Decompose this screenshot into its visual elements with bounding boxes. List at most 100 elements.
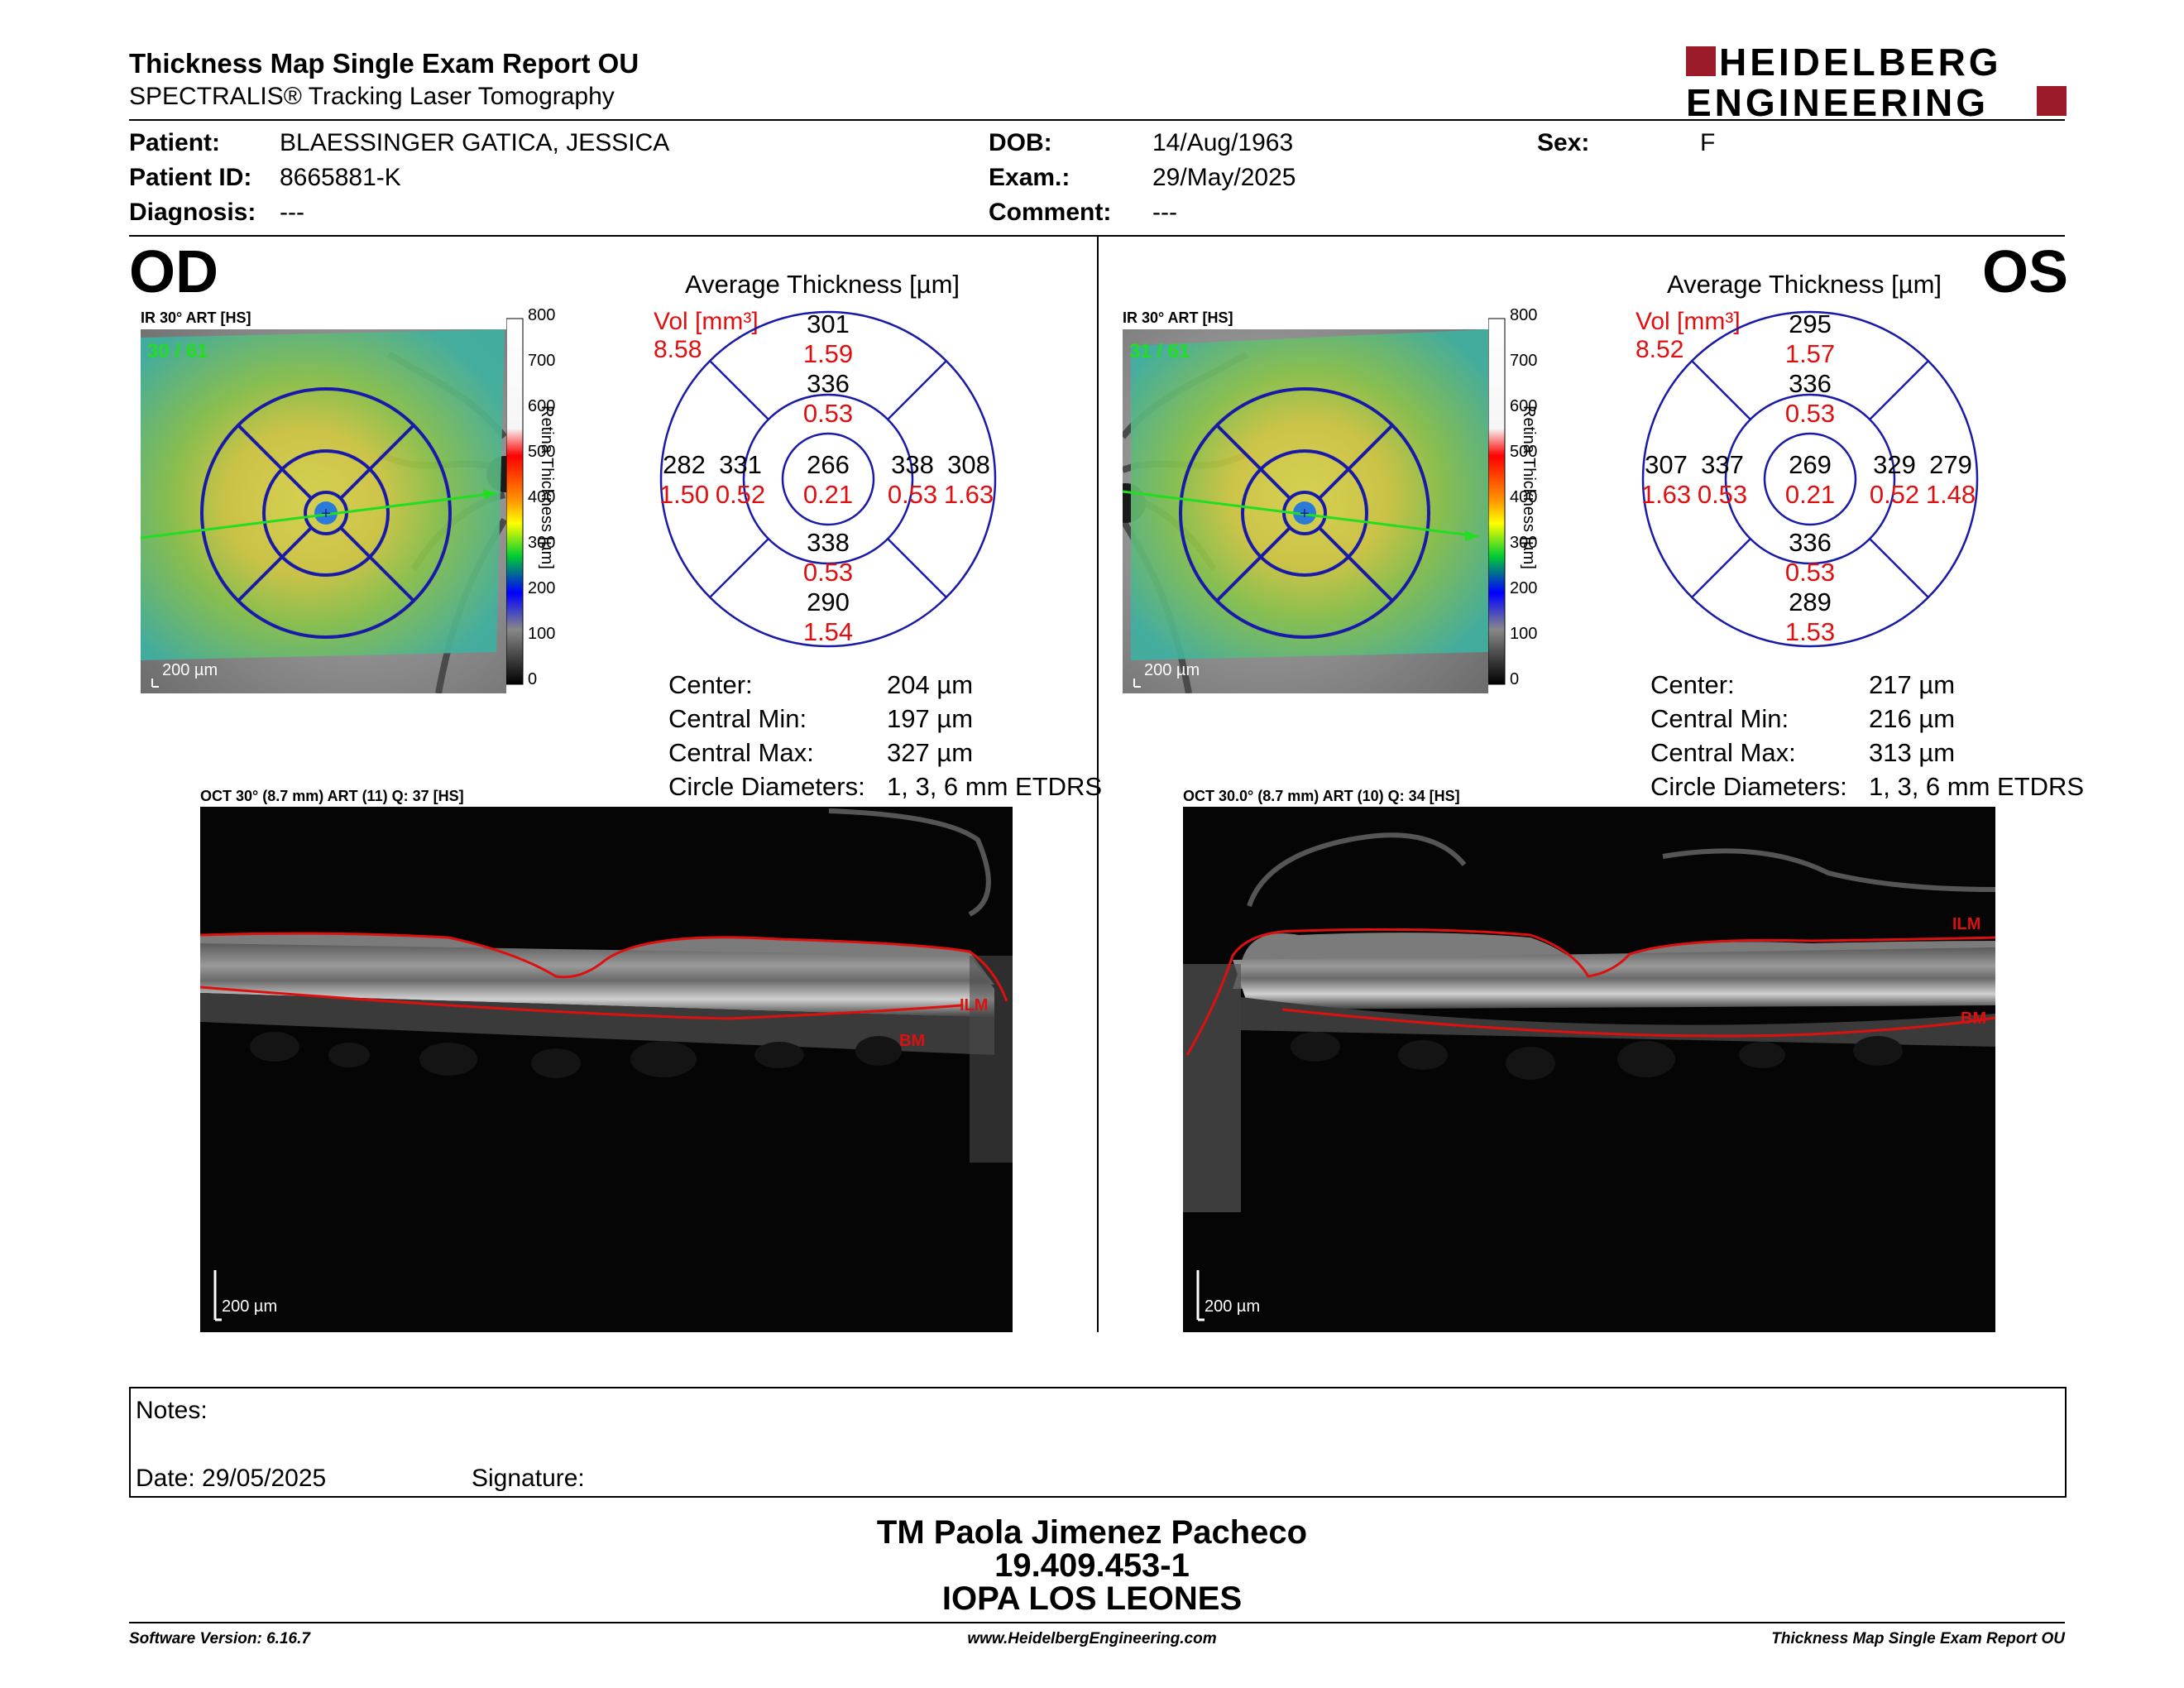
- report-title: Thickness Map Single Exam Report OU: [129, 48, 639, 79]
- od-center-value: 204 µm: [887, 670, 974, 699]
- logo-line1: HEIDELBERG: [1719, 45, 2002, 84]
- patient-id: 8665881-K: [280, 164, 401, 191]
- od-central-max-value: 327 µm: [887, 738, 974, 767]
- od-inner-inf-volume: 0.53: [802, 558, 854, 587]
- os-oct-scale: 200 µm: [1205, 1297, 1260, 1316]
- od-cbar-tick: 700: [528, 352, 556, 370]
- os-etdrs-grid: 295 1.57 336 0.53 269 0.21 307 1.63 337 …: [1640, 309, 1980, 649]
- od-center-volume: 0.21: [802, 480, 854, 509]
- dob-label: DOB:: [989, 129, 1052, 156]
- od-inner-right-thickness: 338: [891, 450, 934, 479]
- os-ir-label: IR 30° ART [HS]: [1123, 309, 1233, 326]
- eye-divider: [1097, 237, 1099, 1332]
- os-inner-left-thickness: 337: [1701, 450, 1744, 479]
- os-fundus-map: + 31 / 61 200 µm: [1123, 329, 1488, 693]
- od-circle-diam-label: Circle Diameters:: [668, 772, 865, 801]
- od-colorbar: [505, 314, 606, 695]
- comment-value: ---: [1152, 199, 1177, 226]
- od-cbar-tick: 800: [528, 306, 556, 324]
- os-outer-left-thickness: 307: [1645, 450, 1688, 479]
- os-cbar-tick: 800: [1510, 306, 1538, 324]
- od-inner-left-thickness: 331: [719, 450, 762, 479]
- sex-value: F: [1700, 129, 1716, 156]
- os-cbar-tick: 500: [1510, 443, 1538, 461]
- os-cbar-tick: 100: [1510, 625, 1538, 643]
- notes-label: Notes:: [136, 1397, 208, 1424]
- os-circle-diam-label: Circle Diameters:: [1650, 772, 1847, 801]
- signature-label: Signature:: [472, 1465, 585, 1492]
- os-eye-label: OS: [1982, 239, 2069, 305]
- od-ir-overlay: 30 / 61: [147, 340, 208, 362]
- svg-text:+: +: [321, 505, 331, 523]
- od-center-thickness: 266: [807, 450, 850, 479]
- os-cbar-tick: 200: [1510, 579, 1538, 597]
- notes-date: Date: 29/05/2025: [136, 1465, 327, 1492]
- os-center-volume: 0.21: [1784, 480, 1836, 509]
- os-central-max-value: 313 µm: [1869, 738, 1956, 767]
- od-inner-sup-volume: 0.53: [802, 399, 854, 428]
- sex-label: Sex:: [1537, 129, 1590, 156]
- os-oct-scan: ILM BM 200 µm: [1183, 807, 1995, 1332]
- svg-text:+: +: [1300, 505, 1310, 523]
- os-outer-sup-volume: 1.57: [1784, 339, 1836, 368]
- os-inner-inf-volume: 0.53: [1784, 558, 1836, 587]
- os-ir-overlay: 31 / 61: [1129, 340, 1190, 362]
- exam-label: Exam.:: [989, 164, 1070, 191]
- os-oct-label: OCT 30.0° (8.7 mm) ART (10) Q: 34 [HS]: [1183, 788, 1460, 804]
- od-colorbar-ticks: 800 700 600 500 400 300 200 100 0: [528, 306, 561, 695]
- os-center-label: Center:: [1650, 670, 1735, 699]
- os-circle-diam-value: 1, 3, 6 mm ETDRS: [1869, 772, 2085, 801]
- os-cbar-tick: 600: [1510, 397, 1538, 415]
- od-inner-left-volume: 0.52: [715, 480, 766, 509]
- os-colorbar-title: Retina Thickness [µm]: [1520, 405, 1538, 569]
- logo-line2: ENGINEERING: [1686, 81, 1989, 119]
- os-inner-sup-thickness: 336: [1789, 369, 1832, 398]
- os-central-max-label: Central Max:: [1650, 738, 1796, 767]
- od-cbar-tick: 0: [528, 670, 538, 688]
- dob-value: 14/Aug/1963: [1152, 129, 1294, 156]
- os-center-value: 217 µm: [1869, 670, 1956, 699]
- os-outer-inf-thickness: 289: [1789, 587, 1832, 616]
- os-outer-sup-thickness: 295: [1789, 309, 1832, 338]
- signer-rut: 19.409.453-1: [994, 1547, 1190, 1584]
- notes-box: Notes: Date: 29/05/2025 Signature:: [129, 1387, 2067, 1498]
- od-outer-right-thickness: 308: [947, 450, 990, 479]
- os-inner-sup-volume: 0.53: [1784, 399, 1836, 428]
- os-central-min-label: Central Min:: [1650, 704, 1789, 733]
- footer-report-name: Thickness Map Single Exam Report OU: [1771, 1630, 2065, 1647]
- diagnosis-value: ---: [280, 199, 304, 226]
- od-central-min-value: 197 µm: [887, 704, 974, 733]
- patient-label: Patient:: [129, 129, 221, 156]
- patient-name: BLAESSINGER GATICA, JESSICA: [280, 129, 670, 156]
- od-ir-label: IR 30° ART [HS]: [141, 309, 251, 326]
- os-ilm-label: ILM: [1952, 915, 1980, 933]
- os-inner-left-volume: 0.53: [1697, 480, 1748, 509]
- report-subtitle: SPECTRALIS® Tracking Laser Tomography: [129, 83, 615, 110]
- os-outer-left-volume: 1.63: [1640, 480, 1692, 509]
- os-bm-label: BM: [1961, 1009, 1986, 1028]
- od-inner-right-volume: 0.53: [887, 480, 938, 509]
- signer-name: TM Paola Jimenez Pacheco: [876, 1514, 1308, 1551]
- os-cbar-tick: 300: [1510, 534, 1538, 552]
- website-link[interactable]: www.HeidelbergEngineering.com: [967, 1630, 1217, 1647]
- exam-value: 29/May/2025: [1152, 164, 1296, 191]
- od-vol-label: Vol [mm³]: [654, 308, 759, 335]
- od-outer-sup-volume: 1.59: [802, 339, 854, 368]
- os-avg-title: Average Thickness [µm]: [1667, 270, 1942, 299]
- od-cbar-tick: 500: [528, 443, 556, 461]
- od-fundus-map: + 30 / 61 200 µm: [141, 329, 506, 693]
- od-central-min-label: Central Min:: [668, 704, 807, 733]
- os-cbar-tick: 700: [1510, 352, 1538, 370]
- os-inner-right-thickness: 329: [1873, 450, 1916, 479]
- od-outer-right-volume: 1.63: [943, 480, 994, 509]
- od-oct-label: OCT 30° (8.7 mm) ART (11) Q: 37 [HS]: [200, 788, 464, 804]
- od-outer-inf-thickness: 290: [807, 587, 850, 616]
- signer-institution: IOPA LOS LEONES: [941, 1580, 1243, 1617]
- os-colorbar-ticks: 800 700 600 500 400 300 200 100 0: [1510, 306, 1543, 695]
- os-inner-right-volume: 0.52: [1869, 480, 1920, 509]
- od-outer-inf-volume: 1.54: [802, 617, 854, 646]
- heidelberg-logo: HEIDELBERG ENGINEERING: [1686, 41, 2067, 124]
- os-outer-right-volume: 1.48: [1925, 480, 1976, 509]
- od-ir-scale: 200 µm: [162, 661, 218, 679]
- od-cbar-tick: 400: [528, 488, 556, 506]
